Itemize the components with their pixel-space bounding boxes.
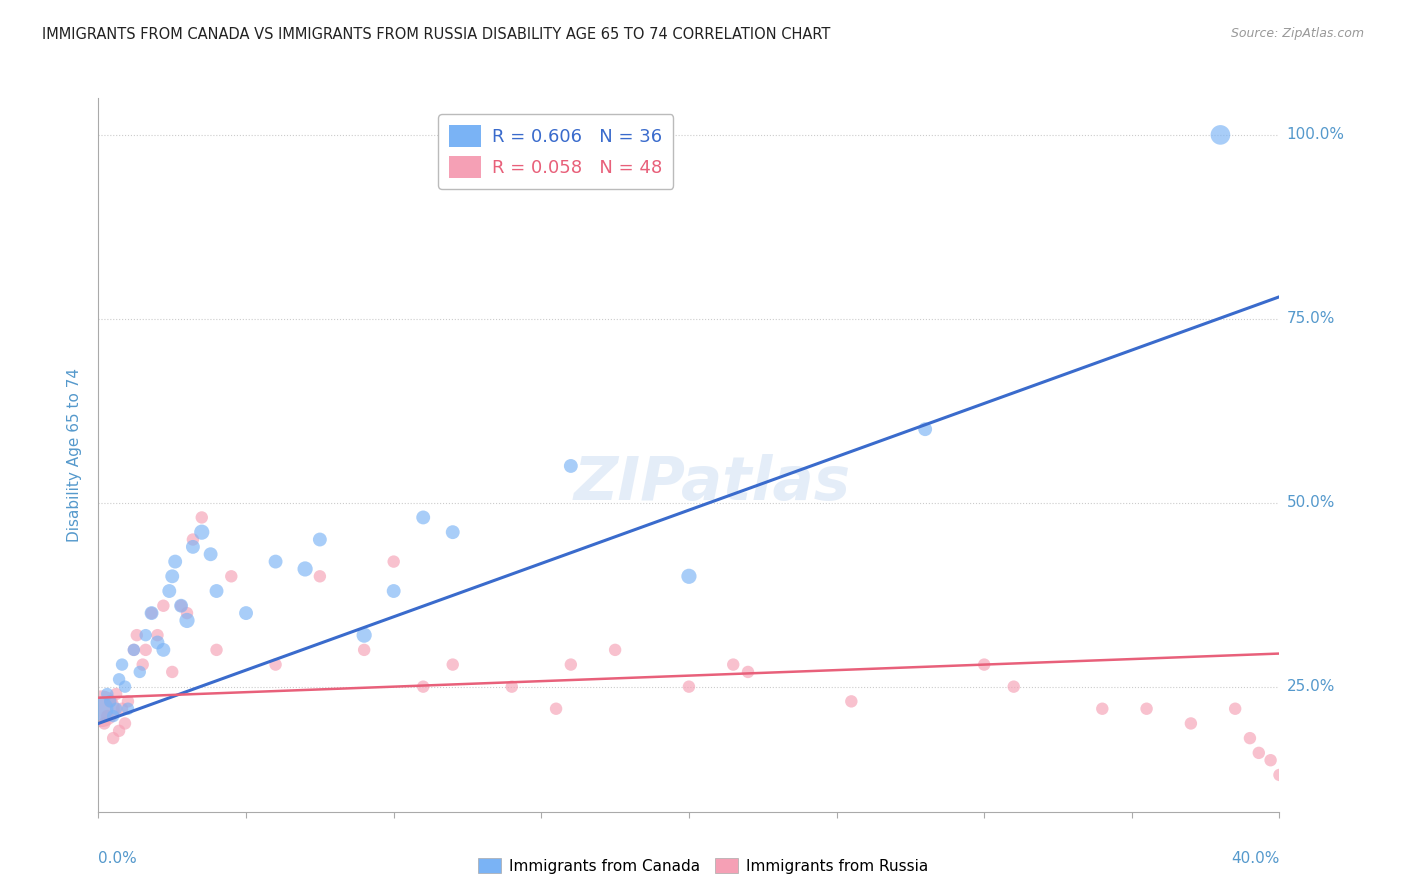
Point	[501, 680, 523, 694]
Point	[264, 555, 287, 569]
Point	[103, 709, 125, 723]
Point	[132, 657, 155, 672]
Point	[235, 606, 257, 620]
Point	[114, 680, 136, 694]
Point	[105, 687, 128, 701]
Point	[90, 702, 112, 716]
Point	[122, 643, 145, 657]
Point	[560, 458, 582, 473]
Point	[191, 525, 214, 540]
Point	[96, 687, 118, 701]
Point	[152, 643, 174, 657]
Point	[544, 702, 567, 716]
Point	[90, 702, 112, 716]
Legend: Immigrants from Canada, Immigrants from Russia: Immigrants from Canada, Immigrants from …	[472, 852, 934, 880]
Text: 40.0%: 40.0%	[1232, 851, 1279, 865]
Point	[1091, 702, 1114, 716]
Point	[560, 657, 582, 672]
Point	[103, 731, 125, 746]
Point	[412, 510, 434, 524]
Point	[219, 569, 242, 583]
Point	[176, 614, 198, 628]
Point	[205, 584, 228, 599]
Point	[128, 665, 150, 679]
Text: IMMIGRANTS FROM CANADA VS IMMIGRANTS FROM RUSSIA DISABILITY AGE 65 TO 74 CORRELA: IMMIGRANTS FROM CANADA VS IMMIGRANTS FRO…	[42, 27, 831, 42]
Point	[157, 584, 180, 599]
Point	[309, 569, 332, 583]
Text: 75.0%: 75.0%	[1286, 311, 1334, 326]
Text: 25.0%: 25.0%	[1286, 679, 1334, 694]
Text: ZIPatlas: ZIPatlas	[574, 454, 851, 513]
Point	[105, 702, 128, 716]
Point	[146, 628, 169, 642]
Point	[98, 694, 121, 708]
Point	[162, 569, 183, 583]
Point	[973, 657, 995, 672]
Point	[737, 665, 759, 679]
Point	[1180, 716, 1202, 731]
Point	[191, 510, 214, 524]
Point	[1239, 731, 1261, 746]
Text: Source: ZipAtlas.com: Source: ZipAtlas.com	[1230, 27, 1364, 40]
Text: 100.0%: 100.0%	[1286, 128, 1344, 143]
Point	[114, 716, 136, 731]
Point	[839, 694, 862, 708]
Point	[141, 606, 163, 620]
Point	[1135, 702, 1157, 716]
Point	[264, 657, 287, 672]
Point	[125, 628, 148, 642]
Point	[914, 422, 936, 436]
Point	[122, 643, 145, 657]
Point	[309, 533, 332, 547]
Point	[135, 643, 157, 657]
Point	[93, 716, 115, 731]
Point	[353, 628, 375, 642]
Point	[117, 694, 139, 708]
Point	[1223, 702, 1246, 716]
Y-axis label: Disability Age 65 to 74: Disability Age 65 to 74	[67, 368, 83, 542]
Point	[162, 665, 183, 679]
Point	[170, 599, 193, 613]
Point	[382, 584, 405, 599]
Point	[96, 709, 118, 723]
Point	[117, 702, 139, 716]
Point	[294, 562, 316, 576]
Point	[135, 628, 157, 642]
Point	[181, 540, 204, 554]
Point	[721, 657, 744, 672]
Point	[441, 525, 464, 540]
Point	[108, 673, 131, 687]
Point	[111, 702, 134, 716]
Point	[152, 599, 174, 613]
Point	[1002, 680, 1025, 694]
Legend: R = 0.606   N = 36, R = 0.058   N = 48: R = 0.606 N = 36, R = 0.058 N = 48	[439, 114, 673, 189]
Point	[108, 723, 131, 738]
Point	[353, 643, 375, 657]
Text: 50.0%: 50.0%	[1286, 495, 1334, 510]
Point	[170, 599, 193, 613]
Point	[412, 680, 434, 694]
Point	[176, 606, 198, 620]
Point	[605, 643, 627, 657]
Point	[382, 555, 405, 569]
Text: 0.0%: 0.0%	[98, 851, 138, 865]
Point	[678, 569, 700, 583]
Point	[1260, 753, 1282, 767]
Point	[146, 635, 169, 649]
Point	[1268, 768, 1291, 782]
Point	[1247, 746, 1270, 760]
Point	[98, 694, 121, 708]
Point	[1209, 128, 1232, 142]
Point	[441, 657, 464, 672]
Point	[165, 555, 187, 569]
Point	[678, 680, 700, 694]
Point	[200, 547, 222, 561]
Point	[205, 643, 228, 657]
Point	[181, 533, 204, 547]
Point	[141, 606, 163, 620]
Point	[111, 657, 134, 672]
